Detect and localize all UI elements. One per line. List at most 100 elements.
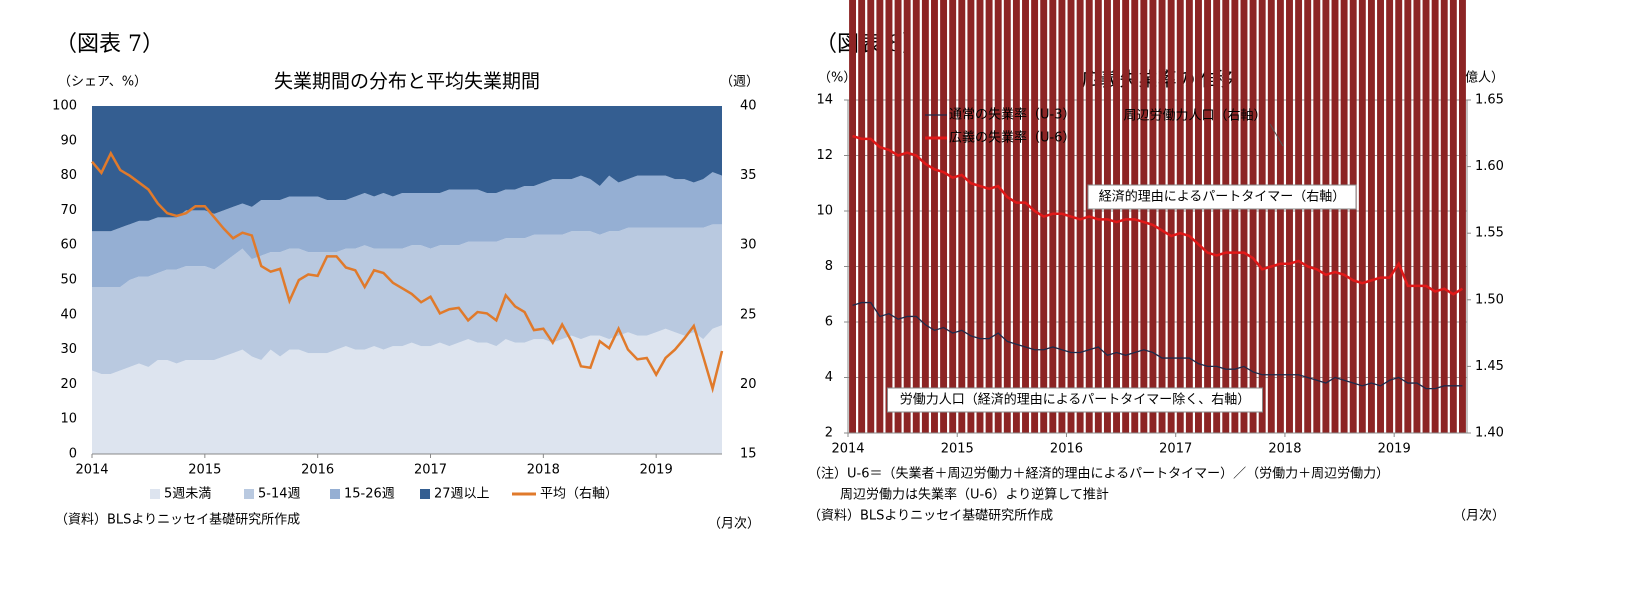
bar — [1240, 0, 1248, 433]
bar — [1195, 0, 1202, 433]
bar — [1167, 0, 1175, 433]
legend-label: 27週以上 — [434, 487, 490, 502]
bar — [912, 0, 920, 433]
y2-tick-label: 30 — [740, 238, 757, 253]
series-label: 周辺労働力人口（右軸） — [1123, 109, 1266, 124]
x-tick-label: 2016 — [1050, 442, 1083, 457]
bar — [1094, 0, 1102, 433]
y2-axis-label: （週） — [720, 75, 759, 90]
label-box — [1087, 184, 1357, 210]
y-tick-label: 80 — [60, 168, 77, 183]
bar — [894, 0, 902, 433]
y2-tick-label: 15 — [740, 447, 757, 462]
legend-swatch — [244, 489, 254, 499]
x-tick-label: 2014 — [831, 442, 864, 457]
bar — [1176, 0, 1184, 433]
bar — [958, 0, 966, 433]
bar — [1404, 0, 1412, 434]
bar — [1340, 0, 1348, 434]
line — [852, 301, 1463, 390]
bar — [1012, 0, 1020, 433]
bar — [1286, 0, 1293, 434]
y2-tick-label: 35 — [740, 168, 757, 183]
bar — [1313, 0, 1321, 433]
source: （資料）BLSよりニッセイ基礎研究所作成 — [808, 509, 1053, 524]
bar — [1331, 0, 1339, 433]
bar — [1031, 0, 1039, 433]
legend-label: 広義の失業率（U-6） — [949, 130, 1075, 146]
bar — [921, 0, 929, 433]
bar — [1140, 0, 1148, 433]
bar — [985, 0, 993, 433]
y2-tick-label: 1.40 — [1475, 426, 1504, 441]
legend-label: 5-14週 — [258, 487, 301, 502]
y2-tick-label: 20 — [740, 377, 757, 392]
y-tick-label: 6 — [825, 315, 833, 330]
x-tick-label: 2014 — [75, 463, 108, 478]
y-tick-label: 8 — [825, 259, 833, 274]
y2-tick-label: 1.65 — [1475, 93, 1504, 108]
legend-swatch — [150, 489, 160, 499]
bar — [1149, 0, 1157, 433]
note: （注）U-6＝（失業者＋周辺労働力＋経済的理由によるパートタイマー）／（労働力＋… — [808, 466, 1389, 482]
bar — [849, 0, 857, 433]
legend-label: 5週未満 — [164, 487, 211, 502]
y-tick-label: 4 — [825, 370, 833, 385]
bar — [1386, 0, 1394, 433]
x-tick-label: 2016 — [301, 463, 334, 478]
y-tick-label: 60 — [60, 238, 77, 253]
x-tick-label: 2019 — [640, 463, 673, 478]
bar — [1322, 0, 1330, 434]
bar — [976, 0, 984, 433]
bar — [1249, 0, 1257, 433]
label-box — [887, 387, 1263, 413]
leader-line — [1269, 123, 1284, 147]
x-tick-label: 2017 — [1159, 442, 1192, 457]
y-tick-label: 10 — [60, 412, 77, 427]
chart-title: 失業期間の分布と平均失業期間 — [274, 71, 540, 93]
bar — [1076, 0, 1084, 433]
bar — [1267, 0, 1275, 434]
bar — [876, 0, 884, 433]
bar — [940, 0, 948, 433]
bar — [1422, 0, 1430, 433]
bar — [867, 0, 875, 433]
x-axis-label: （月次） — [708, 516, 760, 532]
y-tick-label: 10 — [816, 204, 833, 219]
bar — [1349, 0, 1357, 433]
bar — [1058, 0, 1066, 433]
y-tick-label: 2 — [825, 426, 833, 441]
y2-tick-label: 1.60 — [1475, 159, 1504, 174]
series-label: 経済的理由によるパートタイマー（右軸） — [1099, 189, 1346, 205]
area — [92, 325, 722, 454]
bar — [858, 0, 866, 433]
bar — [1295, 0, 1303, 433]
y2-tick-label: 40 — [740, 99, 757, 114]
area — [92, 224, 722, 374]
y-tick-label: 50 — [60, 273, 77, 288]
y2-tick-label: 1.55 — [1475, 226, 1504, 241]
legend-swatch — [420, 489, 430, 499]
bar — [1158, 0, 1166, 433]
x-tick-label: 2017 — [414, 463, 447, 478]
y-tick-label: 0 — [69, 447, 77, 462]
line — [91, 150, 724, 394]
legend-label: 15-26週 — [344, 487, 395, 502]
y-axis-label: （シェア、%） — [58, 75, 147, 90]
bar — [1122, 0, 1130, 433]
bar — [1222, 0, 1230, 433]
bar — [1458, 0, 1466, 433]
bar — [1049, 0, 1057, 433]
bar — [885, 0, 893, 433]
bar — [967, 0, 975, 433]
line — [852, 134, 1464, 296]
bar — [1213, 0, 1221, 433]
y-tick-label: 12 — [816, 148, 833, 163]
y2-tick-label: 1.50 — [1475, 292, 1504, 307]
bar — [1131, 0, 1139, 433]
area — [92, 172, 722, 287]
bar — [1003, 0, 1011, 433]
series-label: 労働力人口（経済的理由によるパートタイマー除く、右軸） — [900, 392, 1251, 408]
bar — [1103, 0, 1111, 433]
